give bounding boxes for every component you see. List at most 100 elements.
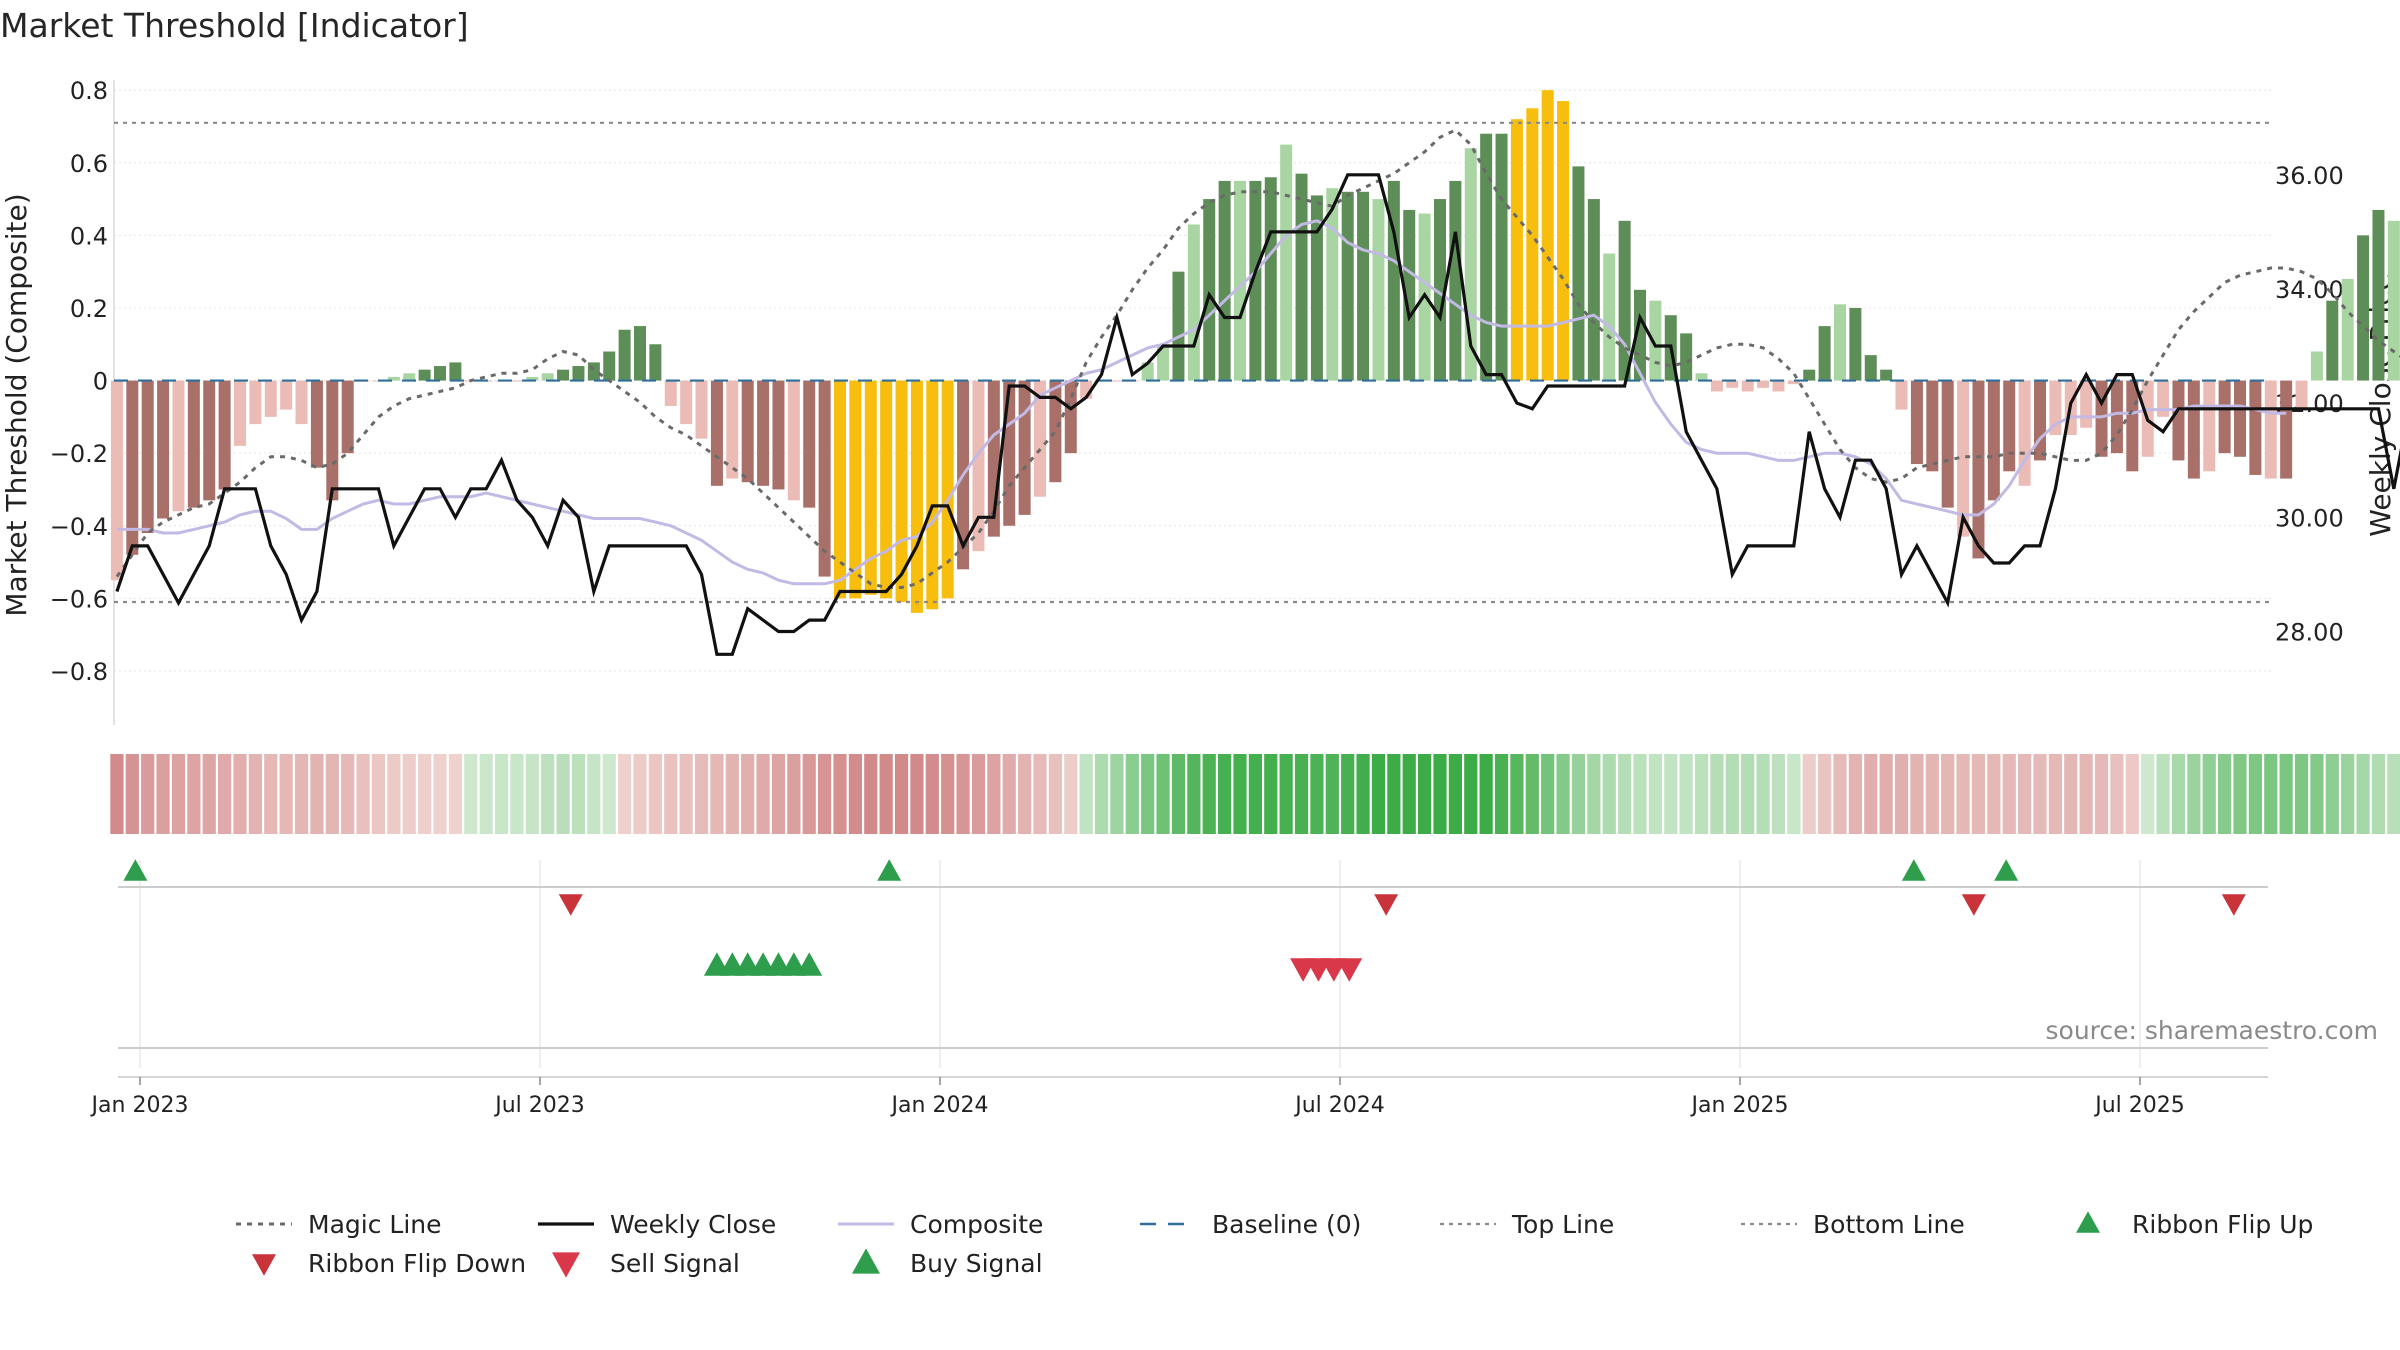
composite-bar bbox=[664, 380, 677, 406]
ribbon-cell bbox=[1079, 754, 1093, 834]
ribbon-cell bbox=[264, 754, 278, 834]
y-tick-label-left: 0.8 bbox=[70, 77, 108, 105]
ribbon-cell bbox=[987, 754, 1001, 834]
composite-bar bbox=[387, 376, 400, 381]
composite-bar bbox=[1926, 380, 1939, 472]
composite-bar bbox=[1941, 380, 1954, 508]
composite-bar bbox=[772, 380, 785, 490]
composite-bar bbox=[1110, 380, 1123, 382]
composite-bar bbox=[2172, 380, 2185, 461]
composite-bar bbox=[1495, 133, 1508, 381]
composite-bar bbox=[1972, 380, 1985, 559]
legend-label: Weekly Close bbox=[610, 1210, 776, 1239]
ribbon-cell bbox=[1033, 754, 1047, 834]
ribbon-cell bbox=[1910, 754, 1924, 834]
ribbon-cell bbox=[1925, 754, 1939, 834]
ribbon-cell bbox=[556, 754, 570, 834]
ribbon-cell bbox=[1848, 754, 1862, 834]
ribbon-cell bbox=[2202, 754, 2216, 834]
ribbon-cell bbox=[218, 754, 232, 834]
composite-bar bbox=[1572, 166, 1585, 381]
ribbon-cell bbox=[1725, 754, 1739, 834]
ribbon-cell bbox=[2387, 754, 2400, 834]
composite-bar bbox=[2018, 380, 2031, 486]
composite-bar bbox=[1695, 373, 1708, 381]
composite-bar bbox=[1249, 180, 1262, 381]
legend-swatch-ribbon-flip-down bbox=[252, 1254, 276, 1276]
y-tick-label-left: 0.2 bbox=[70, 295, 108, 323]
ribbon-cell bbox=[1248, 754, 1262, 834]
x-tick-label: Jan 2025 bbox=[1690, 1093, 1789, 1118]
ribbon-cell bbox=[1048, 754, 1062, 834]
ribbon-cell bbox=[402, 754, 416, 834]
composite-bar bbox=[2341, 278, 2354, 381]
composite-bar bbox=[634, 326, 646, 381]
y-tick-label-right: 28.00 bbox=[2275, 618, 2344, 646]
ribbon-cell bbox=[110, 754, 124, 834]
legend-label: Composite bbox=[910, 1210, 1043, 1239]
y-tick-label-right: 34.00 bbox=[2275, 276, 2344, 304]
ribbon-cell bbox=[325, 754, 339, 834]
composite-bar bbox=[1310, 195, 1323, 381]
composite-bar bbox=[2157, 380, 2170, 417]
composite-bar bbox=[172, 380, 185, 512]
composite-bar bbox=[1726, 380, 1739, 388]
composite-bar bbox=[1434, 199, 1446, 381]
ribbon-cell bbox=[1402, 754, 1416, 834]
composite-bar bbox=[1557, 101, 1570, 381]
ribbon-cell bbox=[2171, 754, 2186, 834]
composite-bar bbox=[1818, 326, 1831, 381]
composite-bar bbox=[326, 380, 339, 501]
ribbon-cell bbox=[633, 754, 647, 834]
composite-bar bbox=[1757, 380, 1770, 388]
composite-bar bbox=[1603, 253, 1616, 381]
ribbon-cell bbox=[1094, 754, 1109, 834]
legend-label: Sell Signal bbox=[610, 1249, 740, 1278]
legend-label: Bottom Line bbox=[1813, 1210, 1965, 1239]
ribbon-cell bbox=[741, 754, 755, 834]
composite-bar bbox=[834, 380, 846, 599]
composite-bar bbox=[280, 380, 293, 410]
ribbon-cell bbox=[156, 754, 170, 834]
ribbon-cell bbox=[448, 754, 462, 834]
ribbon-cell bbox=[2294, 754, 2309, 834]
composite-bar bbox=[726, 380, 739, 479]
composite-bar bbox=[187, 380, 200, 508]
composite-bar bbox=[2203, 380, 2216, 472]
ribbon-cell bbox=[1941, 754, 1955, 834]
ribbon-cell bbox=[356, 754, 370, 834]
composite-bar bbox=[603, 351, 616, 381]
ribbon-cell bbox=[1879, 754, 1893, 834]
ribbon-cell bbox=[1125, 754, 1139, 834]
composite-bar bbox=[2280, 380, 2293, 479]
composite-bar bbox=[1218, 180, 1231, 381]
y-tick-label-left: −0.6 bbox=[50, 585, 108, 613]
y-tick-label-right: 36.00 bbox=[2275, 162, 2344, 190]
ribbon-cell bbox=[1202, 754, 1216, 834]
composite-bar bbox=[1018, 380, 1031, 515]
composite-bar bbox=[1618, 220, 1631, 381]
ribbon-cell bbox=[1464, 754, 1478, 834]
ribbon-cell bbox=[2125, 754, 2139, 834]
ribbon-cell bbox=[1356, 754, 1370, 834]
ribbon-cell bbox=[1494, 754, 1509, 834]
ribbon-flip-down-marker bbox=[558, 894, 583, 916]
legend-swatch-sell-signal bbox=[552, 1252, 580, 1278]
ribbon-cell bbox=[479, 754, 493, 834]
composite-bar bbox=[880, 380, 893, 599]
composite-bar bbox=[1741, 380, 1754, 392]
y-tick-label-right: 30.00 bbox=[2275, 504, 2344, 532]
ribbon-cell bbox=[1987, 754, 2001, 834]
composite-bar bbox=[1864, 355, 1877, 381]
source-credit: source: sharemaestro.com bbox=[2046, 1016, 2379, 1045]
composite-bar bbox=[1341, 191, 1354, 381]
ribbon-cell bbox=[1818, 754, 1832, 834]
ribbon-cell bbox=[694, 754, 709, 834]
composite-bar bbox=[972, 380, 985, 552]
composite-bar bbox=[695, 380, 708, 439]
y-tick-label-left: −0.8 bbox=[50, 658, 108, 686]
composite-bar bbox=[218, 380, 231, 490]
legend-label: Ribbon Flip Up bbox=[2132, 1210, 2313, 1239]
composite-bar bbox=[895, 380, 908, 602]
composite-bar bbox=[1510, 119, 1523, 381]
